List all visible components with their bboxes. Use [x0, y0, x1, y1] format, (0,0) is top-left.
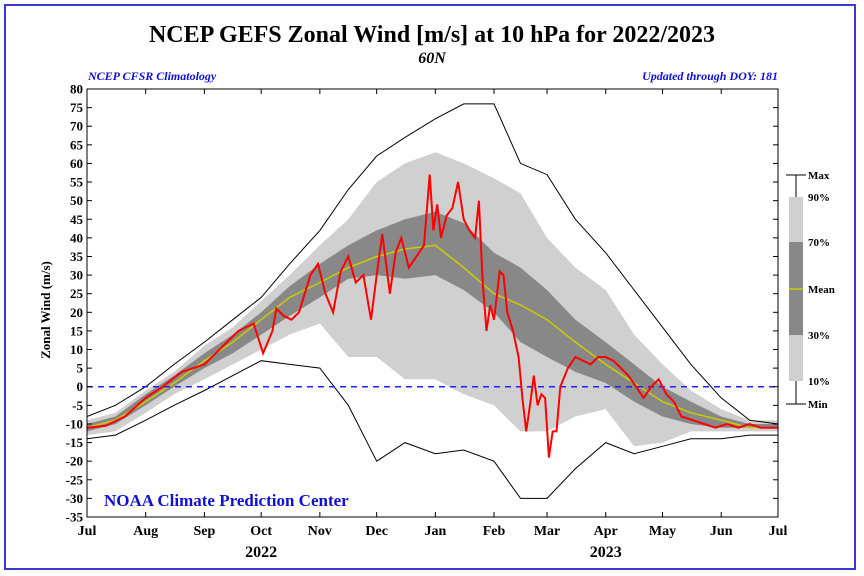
credit-label: NOAA Climate Prediction Center — [104, 491, 349, 510]
y-tick-label: 30 — [70, 268, 83, 283]
y-axis-label: Zonal Wind (m/s) — [38, 261, 53, 359]
x-tick-label: Jul — [78, 524, 97, 539]
x-tick-label: Oct — [250, 524, 272, 539]
y-tick-label: -10 — [66, 416, 83, 431]
legend-label-p10: 10% — [808, 376, 830, 388]
y-tick-label: 45 — [70, 212, 84, 227]
x-tick-label: Apr — [594, 524, 618, 539]
x-tick-label: Nov — [308, 524, 332, 539]
climatology-note: NCEP CFSR Climatology — [88, 69, 217, 83]
y-tick-label: 75 — [70, 100, 84, 115]
x-tick-label: Mar — [534, 524, 560, 539]
band-30-70 — [87, 211, 778, 432]
y-tick-label: 50 — [70, 193, 83, 208]
y-tick-label: -35 — [66, 510, 84, 525]
x-tick-label: Jan — [424, 524, 446, 539]
observed-wind-line-0 — [87, 174, 778, 458]
axes: -35 -30 -25 -20 -15 -10 -5 0 5 10 15 20 25 30 35 40 45 50… — [66, 82, 788, 562]
y-tick-label: 0 — [77, 379, 84, 394]
x-tick-label: Jul — [769, 524, 788, 539]
x-tick-label: Aug — [133, 524, 158, 539]
y-tick-label: -20 — [66, 454, 83, 469]
x-tick-label: Feb — [483, 524, 506, 539]
plot-area — [87, 103, 778, 499]
update-note: Updated through DOY: 181 — [642, 69, 778, 83]
chart-title: NCEP GEFS Zonal Wind [m/s] at 10 hPa for… — [148, 22, 716, 48]
year-label: 2023 — [590, 544, 622, 561]
y-tick-label: 35 — [70, 249, 84, 264]
max-line — [87, 103, 778, 425]
y-tick-label: 10 — [70, 342, 83, 357]
x-tick-label: Dec — [365, 524, 388, 539]
y-tick-label: 80 — [70, 82, 83, 97]
legend-label-p70: 70% — [808, 237, 830, 249]
legend-label-max: Max — [808, 170, 830, 182]
legend-label-mean: Mean — [808, 284, 835, 296]
y-tick-label: 20 — [70, 305, 83, 320]
legend-label-p90: 90% — [808, 192, 830, 204]
y-tick-label: -30 — [66, 491, 83, 506]
y-tick-label: 65 — [70, 137, 84, 152]
y-tick-label: 40 — [70, 230, 83, 245]
plot-border — [86, 88, 779, 518]
y-tick-label: -5 — [72, 398, 83, 413]
x-tick-label: May — [649, 524, 676, 539]
y-tick-label: -15 — [66, 435, 84, 450]
y-tick-label: 15 — [70, 323, 84, 338]
y-tick-label: -25 — [66, 472, 84, 487]
min-line — [87, 360, 778, 499]
legend: Max 90% 70% Mean 30% 10% Min — [786, 170, 835, 411]
y-tick-label: 25 — [70, 286, 84, 301]
y-tick-label: 5 — [77, 361, 84, 376]
y-tick-label: 55 — [70, 175, 84, 190]
outer-frame — [4, 4, 856, 570]
chart-subtitle: 60N — [418, 50, 446, 67]
mean-line — [87, 244, 778, 429]
y-tick-label: 60 — [70, 156, 83, 171]
legend-label-p30: 30% — [808, 330, 830, 342]
x-tick-label: Sep — [193, 524, 215, 539]
legend-label-min: Min — [808, 399, 828, 411]
y-tick-label: 70 — [70, 119, 83, 134]
x-tick-label: Jun — [710, 524, 733, 539]
year-label: 2022 — [245, 544, 277, 561]
